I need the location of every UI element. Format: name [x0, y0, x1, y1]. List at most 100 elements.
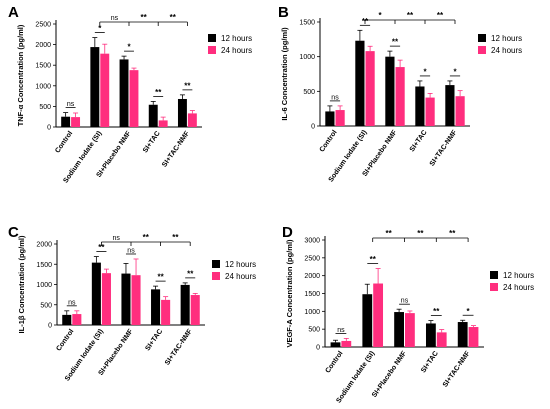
bar-12h: [180, 284, 190, 325]
y-tick-label: 1500: [299, 20, 315, 27]
top-sig-label: **: [417, 229, 424, 238]
panel-c: C 0 500 1000 1500 2000 IL-1β Concentration (pg…: [8, 224, 256, 382]
top-sig-label: **: [385, 229, 392, 238]
pair-sig-label: *: [467, 307, 471, 316]
pair-sig-label: **: [187, 269, 194, 278]
bar-24h: [131, 275, 141, 325]
bar-12h: [362, 294, 373, 347]
legend-swatch-12h: [490, 271, 498, 279]
y-axis-title: IL-6 Concentration (pg/ml): [280, 27, 289, 121]
y-axis-title: VEGF-A Concentration (pg/ml): [285, 239, 294, 348]
legend-swatch-24h: [212, 272, 220, 280]
pair-sig-label: *: [127, 43, 131, 52]
pair-sig-label: ns: [331, 94, 339, 101]
bar-12h: [394, 312, 404, 347]
y-tick-label: 1500: [35, 63, 51, 70]
legend-label: 12 hours: [225, 260, 256, 269]
top-sig-label: **: [143, 233, 150, 242]
top-sig-label: **: [449, 229, 456, 238]
panel-letter: C: [8, 224, 19, 241]
pair-sig-label: ns: [68, 299, 76, 306]
bar-12h: [415, 86, 425, 126]
category-label: SI+TAC: [144, 328, 164, 352]
bar-12h: [148, 104, 158, 127]
bar-12h: [90, 47, 100, 127]
y-tick-label: 1500: [36, 262, 52, 269]
pair-sig-label: **: [184, 81, 191, 90]
pair-sig-label: **: [362, 17, 369, 26]
category-label: SI+TAC-NMF: [429, 129, 459, 168]
y-tick-label: 2000: [304, 273, 320, 280]
bar-12h: [330, 342, 341, 347]
panel-b: B 0 500 1000 1500 IL-6 Concentration (pg/ml) n…: [278, 4, 522, 183]
category-label: SI+TAC: [420, 350, 440, 374]
y-tick-label: 2000: [36, 242, 52, 249]
bar-24h: [71, 117, 81, 127]
pair-sig-label: ns: [127, 247, 135, 254]
y-tick-label: 0: [47, 125, 51, 132]
category-label: SI+Placebo NMF: [371, 350, 408, 399]
top-sig-label: **: [437, 11, 444, 20]
top-sig-label: *: [378, 11, 382, 20]
y-tick-label: 1000: [304, 309, 320, 316]
y-tick-label: 500: [40, 302, 52, 309]
pair-sig-label: **: [98, 243, 105, 252]
top-sig-label: **: [172, 233, 179, 242]
bar-24h: [425, 97, 435, 126]
bar-24h: [100, 53, 110, 127]
y-tick-label: 1500: [304, 291, 320, 298]
bar-12h: [119, 59, 129, 127]
top-sig-label: ns: [111, 15, 119, 22]
pair-sig-label: *: [98, 24, 102, 33]
bar-12h: [121, 273, 131, 325]
y-tick-label: 1000: [35, 83, 51, 90]
category-label: Control: [55, 328, 75, 352]
y-tick-label: 500: [39, 104, 51, 111]
legend-swatch-24h: [490, 283, 498, 291]
bar-24h: [101, 273, 111, 325]
legend-label: 24 hours: [491, 46, 522, 55]
legend-label: 24 hours: [503, 283, 534, 292]
pair-sig-label: **: [392, 38, 399, 47]
y-axis-title: TNF-α Concentration (pg/ml): [16, 24, 25, 126]
bar-12h: [355, 40, 365, 126]
bar-24h: [405, 313, 415, 347]
legend-label: 24 hours: [221, 46, 252, 55]
legend-swatch-24h: [208, 46, 216, 54]
legend-swatch-12h: [478, 34, 486, 42]
y-tick-label: 0: [316, 345, 320, 352]
legend-swatch-12h: [208, 34, 216, 42]
y-tick-label: 0: [48, 323, 52, 330]
y-tick-label: 1000: [36, 282, 52, 289]
pair-sig-label: ns: [337, 327, 345, 334]
bar-12h: [91, 262, 101, 325]
bar-12h: [61, 116, 71, 127]
category-label: SI+TAC: [142, 130, 162, 154]
legend-swatch-12h: [212, 260, 220, 268]
pair-sig-label: ns: [401, 298, 409, 305]
y-tick-label: 500: [308, 327, 320, 334]
legend-label: 12 hours: [503, 271, 534, 280]
pair-sig-label: **: [433, 307, 440, 316]
pair-sig-label: *: [423, 67, 427, 76]
y-tick-label: 1000: [299, 54, 315, 61]
pair-sig-label: **: [155, 88, 162, 97]
bar-24h: [455, 96, 465, 126]
pair-sig-label: *: [453, 67, 457, 76]
category-label: SI+TAC-NMF: [442, 350, 472, 389]
y-axis-title: IL-1β Concentration (pg/ml): [17, 235, 26, 333]
legend-label: 24 hours: [225, 272, 256, 281]
panel-letter: D: [282, 224, 293, 241]
panel-letter: A: [8, 4, 19, 21]
category-label: Control: [325, 350, 345, 374]
bar-24h: [187, 113, 197, 127]
bar-12h: [62, 314, 72, 325]
category-label: SI+Placebo NMF: [362, 129, 399, 178]
bar-24h: [190, 295, 200, 325]
bar-24h: [365, 51, 375, 127]
category-label: SI+TAC-NMF: [161, 130, 191, 169]
bar-24h: [72, 314, 82, 325]
panel-a: A 0 500 1000 1500 2000 2500 TNF-α Concentration…: [8, 4, 252, 184]
pair-sig-label: **: [370, 255, 377, 264]
